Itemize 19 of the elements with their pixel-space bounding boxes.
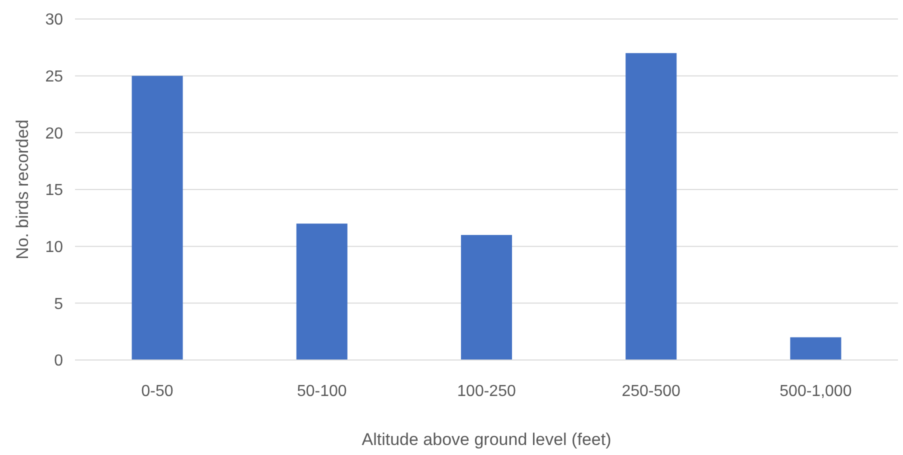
y-tick-label: 10 [45, 238, 64, 256]
bar [460, 234, 512, 360]
x-tick-label: 0-50 [141, 383, 174, 400]
y-tick-label: 15 [45, 182, 64, 200]
x-tick-label: 500-1,000 [780, 383, 852, 400]
y-axis-title: No. birds recorded [13, 120, 32, 260]
x-tick-label: 100-250 [457, 383, 516, 400]
y-tick-label: 0 [54, 352, 64, 370]
x-tick-label: 50-100 [296, 383, 347, 400]
x-axis-title: Altitude above ground level (feet) [362, 430, 612, 449]
y-tick-label: 20 [45, 125, 64, 142]
y-tick-label: 30 [45, 12, 64, 29]
y-tick-label: 5 [54, 296, 64, 313]
bar [132, 76, 183, 360]
y-tick-label: 25 [45, 68, 64, 86]
bar [626, 53, 677, 360]
bar [296, 224, 348, 360]
bar [790, 337, 842, 360]
x-tick-label: 250-500 [622, 383, 681, 400]
